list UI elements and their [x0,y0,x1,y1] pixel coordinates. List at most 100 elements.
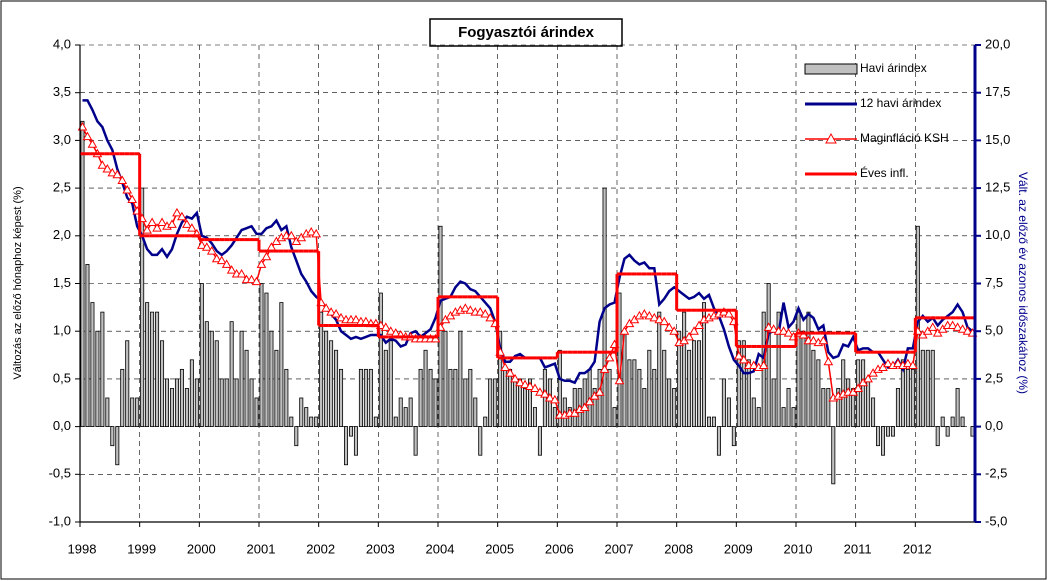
bar [249,378,254,427]
y2-tick-label: 10,0 [985,227,1010,242]
bar [169,388,174,428]
bar [254,397,259,428]
x-tick-label: 2006 [545,541,574,556]
legend-marker [825,132,837,144]
marker [107,167,118,177]
marker [87,139,98,148]
bar [816,359,821,428]
bar [861,359,866,428]
bar [736,340,741,427]
y2-tick-label: 20,0 [985,36,1010,51]
marker [122,185,133,194]
bar [135,397,140,428]
marker [326,307,336,316]
marker [594,387,605,396]
bar [150,311,155,427]
marker [549,394,560,404]
y2-tick-label: 7,5 [985,275,1003,290]
marker [331,309,341,318]
marker [733,350,744,360]
bar [214,340,219,427]
bar [503,368,508,427]
bar [408,397,413,428]
bar [766,283,771,428]
bar [776,311,781,427]
bar [791,407,796,427]
marker [177,211,187,221]
bar [786,388,791,428]
x-tick-label: 2008 [664,541,693,556]
bar [105,397,110,428]
bar [935,426,940,447]
marker [818,335,829,345]
bar [741,340,746,427]
bar [637,368,642,427]
y-tick-label: 1,0 [53,323,71,338]
marker [182,219,192,228]
bar [289,416,294,427]
bar [856,359,861,428]
marker [117,175,128,184]
bar [80,120,85,427]
marker [226,265,237,274]
bar [284,368,289,427]
marker [152,223,162,232]
marker [82,131,93,141]
marker [883,358,893,368]
bar [95,330,100,428]
marker [927,322,938,331]
y-axis-label: Változás az előző hónaphoz képest (%) [12,186,24,379]
x-tick-label: 2009 [724,541,753,556]
y2-axis-label: Vált. az előző év azonos időszakához (%) [1016,172,1030,394]
bar [239,330,244,428]
bar [388,340,393,427]
bar [299,397,304,428]
bar [189,359,194,428]
bar [378,292,383,428]
bar [523,388,528,428]
bar [508,368,513,427]
marker [952,322,963,331]
bar [234,378,239,427]
bar [339,368,344,427]
bar [184,388,189,428]
marker [321,303,331,312]
bar [155,311,160,427]
bar [179,368,184,427]
bar [229,321,234,428]
marker [236,268,247,278]
bar [334,349,339,427]
bar [165,378,170,427]
bar [130,397,135,428]
marker [246,274,257,284]
bar [662,349,667,427]
marker [903,358,913,368]
bar [100,311,105,427]
bar [751,397,756,428]
marker [669,326,680,335]
bar [657,311,662,427]
marker [336,312,346,322]
bar [304,407,309,427]
y2-tick-label: -5,0 [985,513,1007,528]
legend-swatch [804,63,858,75]
marker [823,356,834,366]
bar [885,426,890,437]
bar [493,378,498,427]
x-tick-label: 2002 [306,541,335,556]
y-tick-label: 2,5 [53,180,71,195]
marker [907,360,918,370]
bar [368,368,373,427]
bar [224,378,229,427]
bar [592,388,597,428]
title-box [429,18,623,47]
legend-label: Havi árindex [860,61,927,75]
marker [206,246,217,255]
bar [348,426,353,437]
x-tick-label: 2004 [426,541,455,556]
bar [125,340,130,427]
bar [309,416,314,427]
legend-label: 12 havi árindex [860,96,941,110]
bar [448,368,453,427]
bar [344,426,349,466]
